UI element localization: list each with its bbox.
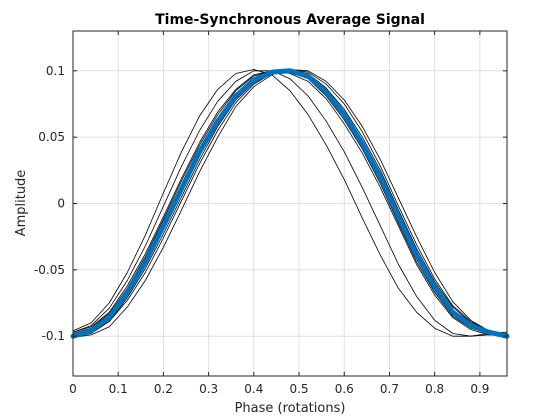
rotation-trace-5 [72, 70, 508, 337]
x-tick-label: 0.7 [380, 382, 399, 396]
y-tick-label: 0.1 [46, 64, 65, 78]
y-tick-label: 0 [57, 197, 65, 211]
average-line [70, 68, 510, 339]
average-trace [70, 68, 510, 339]
y-tick-label: -0.1 [42, 329, 65, 343]
x-tick-label: 0.8 [425, 382, 444, 396]
axis-ticks: 0 0.1 0.2 0.3 0.4 0.5 0.6 0.7 0.8 0.9 -0.1 -0.05 0 0.… [34, 31, 507, 396]
x-tick-label: 0.3 [199, 382, 218, 396]
grid-lines [72, 31, 507, 376]
y-tick-label: 0.05 [38, 130, 65, 144]
x-tick-label: 0.1 [109, 382, 128, 396]
x-axis-label: Phase (rotations) [235, 401, 346, 416]
x-tick-label: 0.2 [154, 382, 173, 396]
y-axis-label: Amplitude [14, 170, 29, 237]
x-tick-label: 0 [69, 382, 77, 396]
x-tick-label: 0.6 [335, 382, 354, 396]
chart-title: Time-Synchronous Average Signal [155, 12, 425, 28]
rotation-trace-9 [72, 69, 508, 337]
y-tick-label: -0.05 [34, 263, 65, 277]
x-tick-label: 0.4 [244, 382, 263, 396]
x-tick-label: 0.5 [289, 382, 308, 396]
rotation-trace-10 [72, 70, 508, 337]
x-tick-label: 0.9 [470, 382, 489, 396]
